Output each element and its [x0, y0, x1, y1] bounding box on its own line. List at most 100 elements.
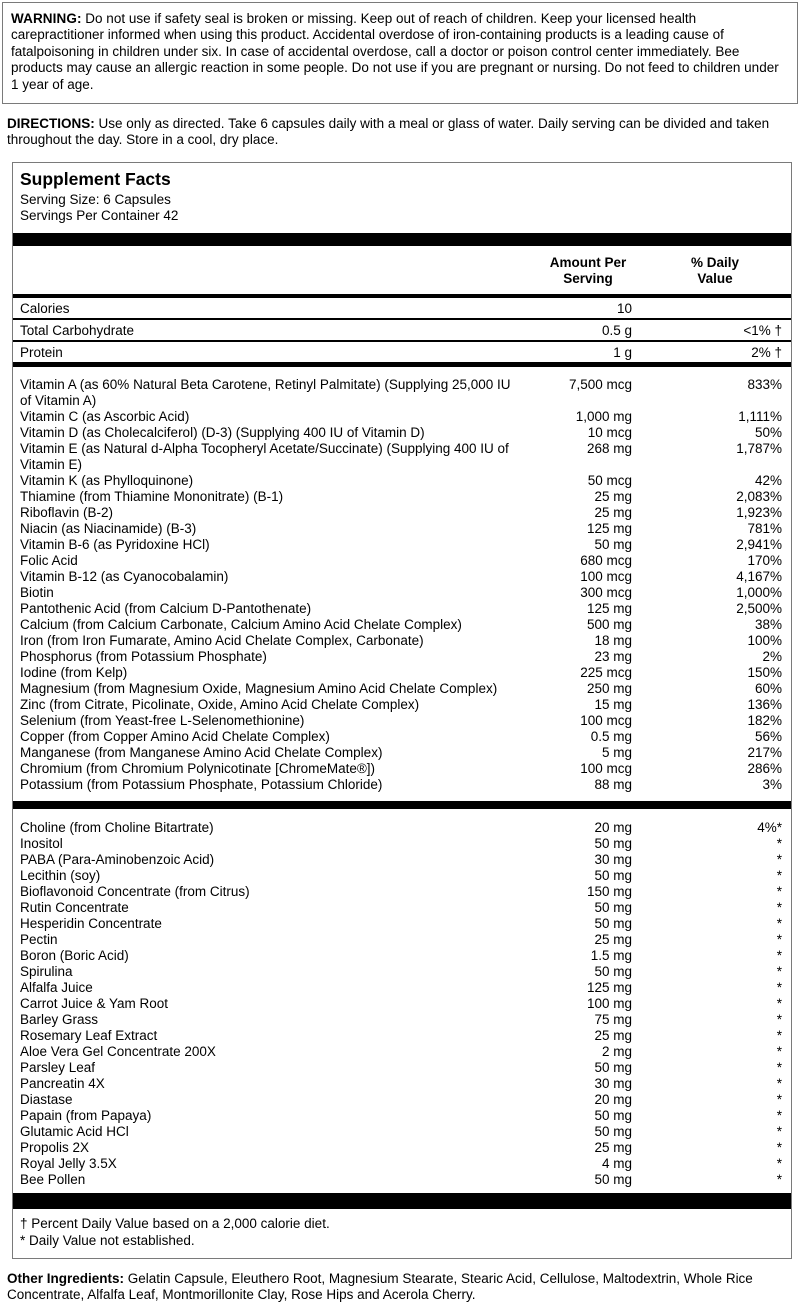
nutrient-amount: 10 mcg: [587, 424, 632, 440]
nutrient-daily-value: 1,111%: [738, 408, 782, 424]
nutrient-daily-value: 2%: [762, 648, 782, 664]
nutrient-daily-value: *: [776, 883, 782, 899]
pct-header-line2: Value: [697, 270, 733, 286]
nutrient-name: Niacin (as Niacinamide) (B-3): [20, 520, 197, 536]
nutrient-amount: 50 mcg: [587, 472, 632, 488]
bottom-divider-bar: [13, 1192, 791, 1209]
nutrient-daily-value: *: [776, 995, 782, 1011]
nutrient-amount: 30 mg: [594, 1075, 632, 1091]
nutrient-daily-value: *: [776, 947, 782, 963]
nutrient-daily-value: 2,500%: [736, 600, 782, 616]
nutrient-daily-value: *: [776, 851, 782, 867]
nutrient-amount: 50 mg: [594, 835, 632, 851]
nutrient-name: Alfalfa Juice: [20, 979, 93, 995]
nutrient-name: Phosphorus (from Potassium Phosphate): [20, 648, 267, 664]
nutrient-amount: 100 mcg: [580, 568, 632, 584]
nutrient-daily-value: *: [776, 1075, 782, 1091]
nutrient-amount: 25 mg: [594, 1139, 632, 1155]
nutrient-row: Papain (from Papaya) 50 mg *: [13, 1108, 791, 1124]
nutrient-row: Calcium (from Calcium Carbonate, Calcium…: [13, 617, 791, 633]
nutrient-name: Aloe Vera Gel Concentrate 200X: [20, 1043, 216, 1059]
nutrient-name: Total Carbohydrate: [20, 322, 135, 338]
nutrient-row: Alfalfa Juice 125 mg *: [13, 980, 791, 996]
nutrient-daily-value: 3%: [762, 776, 782, 792]
nutrient-daily-value: *: [776, 1155, 782, 1171]
nutrient-daily-value: *: [776, 1139, 782, 1155]
nutrient-amount: 125 mg: [586, 600, 632, 616]
nutrient-amount: 50 mg: [594, 867, 632, 883]
nutrient-name: Vitamin B-6 (as Pyridoxine HCl): [20, 536, 210, 552]
nutrient-row: Vitamin C (as Ascorbic Acid) 1,000 mg 1,…: [13, 409, 791, 425]
panel-header: Supplement Facts Serving Size: 6 Capsule…: [13, 163, 791, 225]
pct-header-line1: % Daily: [690, 254, 740, 270]
nutrient-name: Pancreatin 4X: [20, 1075, 105, 1091]
nutrient-amount: 1 g: [613, 344, 632, 360]
nutrient-daily-value: 170%: [747, 552, 782, 568]
nutrient-row: Potassium (from Potassium Phosphate, Pot…: [13, 777, 791, 793]
nutrient-name: Spirulina: [20, 963, 73, 979]
nutrient-name: Royal Jelly 3.5X: [20, 1155, 117, 1171]
nutrient-row: Vitamin E (as Natural d-Alpha Tocopheryl…: [13, 441, 791, 473]
nutrient-name: Rosemary Leaf Extract: [20, 1027, 158, 1043]
nutrient-row: Lecithin (soy) 50 mg *: [13, 868, 791, 884]
other-ingredients: Other Ingredients: Gelatin Capsule, Eleu…: [7, 1271, 793, 1304]
amount-header-line1: Amount Per: [549, 254, 627, 270]
nutrient-daily-value: 833%: [747, 376, 782, 392]
botanical-rows: Choline (from Choline Bitartrate) 20 mg …: [13, 809, 791, 1188]
nutrient-row: Glutamic Acid HCl 50 mg *: [13, 1124, 791, 1140]
vitamin-mineral-rows: Vitamin A (as 60% Natural Beta Carotene,…: [13, 367, 791, 797]
nutrient-name: Papain (from Papaya): [20, 1107, 152, 1123]
nutrient-amount: 100 mcg: [580, 760, 632, 776]
nutrient-amount: 50 mg: [594, 536, 632, 552]
nutrient-daily-value: *: [776, 899, 782, 915]
macro-row: Protein 1 g 2% †: [13, 342, 791, 362]
nutrient-name: Bioflavonoid Concentrate (from Citrus): [20, 883, 250, 899]
nutrient-row: Vitamin K (as Phylloquinone) 50 mcg 42%: [13, 473, 791, 489]
nutrient-amount: 30 mg: [594, 851, 632, 867]
supplement-facts-panel: Supplement Facts Serving Size: 6 Capsule…: [12, 161, 792, 1259]
nutrient-daily-value: *: [776, 1059, 782, 1075]
nutrient-daily-value: 50%: [754, 424, 782, 440]
nutrient-daily-value: *: [776, 1091, 782, 1107]
nutrient-amount: 100 mcg: [580, 712, 632, 728]
nutrient-daily-value: *: [776, 979, 782, 995]
nutrient-amount: 50 mg: [594, 1107, 632, 1123]
nutrient-row: Vitamin B-6 (as Pyridoxine HCl) 50 mg 2,…: [13, 537, 791, 553]
nutrient-amount: 25 mg: [594, 488, 632, 504]
nutrient-row: Niacin (as Niacinamide) (B-3) 125 mg 781…: [13, 521, 791, 537]
nutrient-row: Pectin 25 mg *: [13, 932, 791, 948]
nutrient-name: Calories: [20, 300, 70, 316]
nutrient-name: Parsley Leaf: [20, 1059, 96, 1075]
column-headers: Amount Per Serving % Daily Value: [13, 246, 791, 294]
nutrient-amount: 23 mg: [594, 648, 632, 664]
nutrient-amount: 10: [616, 300, 632, 316]
nutrient-name: Glutamic Acid HCl: [20, 1123, 129, 1139]
nutrient-name: Riboflavin (B-2): [20, 504, 114, 520]
nutrient-row: Royal Jelly 3.5X 4 mg *: [13, 1156, 791, 1172]
nutrient-row: Barley Grass 75 mg *: [13, 1012, 791, 1028]
nutrient-amount: 25 mg: [594, 504, 632, 520]
macro-section-rule: [13, 361, 791, 367]
nutrient-daily-value: 182%: [747, 712, 782, 728]
nutrient-name: Choline (from Choline Bitartrate): [20, 819, 214, 835]
nutrient-amount: 125 mg: [586, 979, 632, 995]
footnote-daily-value: † Percent Daily Value based on a 2,000 c…: [20, 1215, 330, 1231]
nutrient-row: Pantothenic Acid (from Calcium D-Pantoth…: [13, 601, 791, 617]
nutrient-amount: 15 mg: [594, 696, 632, 712]
nutrient-row: Propolis 2X 25 mg *: [13, 1140, 791, 1156]
serving-size: Serving Size: 6 Capsules: [20, 191, 171, 207]
nutrient-amount: 680 mcg: [580, 552, 632, 568]
nutrient-name: Hesperidin Concentrate: [20, 915, 162, 931]
nutrient-daily-value: 217%: [747, 744, 782, 760]
footnotes: † Percent Daily Value based on a 2,000 c…: [13, 1209, 791, 1258]
nutrient-row: Pancreatin 4X 30 mg *: [13, 1076, 791, 1092]
nutrient-daily-value: <1% †: [743, 322, 782, 338]
nutrient-daily-value: 1,787%: [736, 440, 782, 456]
nutrient-daily-value: 136%: [747, 696, 782, 712]
footnote-not-established: * Daily Value not established.: [20, 1233, 195, 1249]
nutrient-amount: 50 mg: [594, 915, 632, 931]
nutrient-row: Iodine (from Kelp) 225 mcg 150%: [13, 665, 791, 681]
nutrient-amount: 1,000 mg: [575, 408, 632, 424]
amount-header-line2: Serving: [563, 270, 613, 286]
